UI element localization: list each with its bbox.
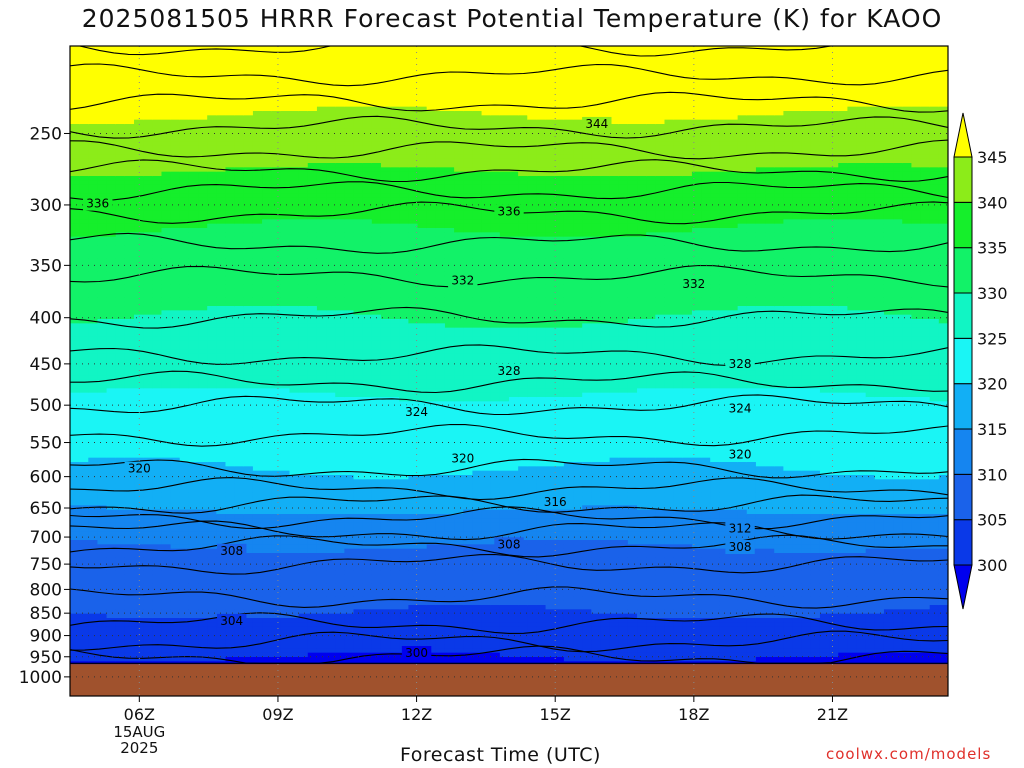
y-tick-label: 800: [30, 580, 62, 600]
y-tick-label: 900: [30, 627, 62, 647]
contour-label-13: 312: [729, 522, 752, 536]
contour-label-11: 320: [729, 447, 752, 461]
x-axis-label: Forecast Time (UTC): [400, 744, 601, 766]
contour-label-4: 332: [682, 277, 705, 291]
colorbar: 300 305 310 315 320 325 330 335 340 345: [953, 112, 1008, 610]
contour-label-bg: [725, 447, 755, 462]
contour-label-0: 344: [585, 117, 608, 131]
y-tick-label: 300: [30, 196, 62, 216]
contour-label-bg: [725, 540, 755, 555]
colorbar-tick-label: 325: [977, 329, 1008, 348]
colorbar-bin: [953, 337, 973, 385]
colorbar-bin: [953, 428, 973, 475]
colorbar-tick-label: 320: [977, 375, 1008, 394]
y-axis: 250 300 350 400 450 500 550 600 650 700 750 800 850 9…: [19, 124, 70, 688]
contour-label-bg: [540, 494, 570, 509]
contour-label-bg: [494, 204, 524, 219]
y-tick-label: 350: [30, 256, 62, 276]
contour-label-bg: [494, 537, 524, 552]
contour-label-bg: [494, 363, 524, 378]
y-tick-label: 750: [30, 555, 62, 575]
contour-label-2: 336: [498, 204, 521, 218]
contour-label-bg: [124, 461, 155, 476]
contour-label-bg: [217, 613, 247, 628]
x-tick-label: 12Z: [401, 705, 432, 724]
plot-frame: [69, 45, 949, 697]
y-tick-label: 250: [30, 124, 62, 144]
contour-label-bg: [725, 401, 755, 416]
contour-label-12: 316: [544, 495, 567, 509]
colorbar-tick-label: 315: [977, 420, 1008, 439]
contour-label-15: 308: [498, 537, 521, 551]
contour-labels: 344 336 336 332 332 328 328 324 324 320 320 320 316 3…: [83, 116, 755, 661]
y-tick-label: 600: [30, 468, 62, 488]
x-tick-label: 18Z: [678, 705, 709, 724]
colorbar-tick-label: 335: [977, 239, 1008, 258]
contour-label-bg: [582, 116, 612, 131]
y-tick-label: 650: [30, 499, 62, 519]
x-date-label: 2025: [120, 739, 158, 757]
colorbar-bin: [953, 201, 973, 249]
contour-label-16: 308: [729, 540, 752, 554]
contour-label-1: 336: [86, 197, 109, 211]
contour-label-9: 320: [128, 462, 151, 476]
contour-label-5: 328: [498, 364, 521, 378]
colorbar-bin: [953, 383, 973, 430]
y-tick-label: 500: [30, 396, 62, 416]
colorbar-bin: [953, 247, 973, 294]
contour-label-7: 324: [405, 405, 428, 419]
contour-label-6: 328: [729, 357, 752, 371]
contour-label-3: 332: [451, 274, 474, 288]
contour-label-10: 320: [451, 452, 474, 466]
isentrope-contours: [70, 46, 948, 664]
contour-label-8: 324: [729, 401, 752, 415]
y-tick-label: 450: [30, 355, 62, 375]
colorbar-tick-label: 345: [977, 148, 1008, 167]
chart-title: 2025081505 HRRR Forecast Potential Tempe…: [81, 4, 943, 33]
contour-label-bg: [679, 276, 709, 291]
colorbar-tick-label: 300: [977, 556, 1008, 575]
x-date-label: 15AUG: [113, 723, 165, 741]
contour-label-bg: [448, 273, 478, 288]
terrain-layer: [70, 664, 948, 696]
y-tick-label: 700: [30, 528, 62, 548]
contour-label-bg: [725, 356, 755, 371]
contour-label-bg: [217, 543, 247, 558]
y-tick-label: 1000: [19, 668, 62, 688]
colorbar-bin: [953, 473, 973, 521]
contour-label-bg: [401, 405, 432, 420]
colorbar-over-arrow: [953, 112, 973, 158]
site-credit[interactable]: coolwx.com/models: [826, 745, 992, 763]
contour-label-17: 304: [220, 614, 243, 628]
contour-label-bg: [725, 521, 755, 536]
colorbar-tick-label: 340: [977, 193, 1008, 212]
colorbar-tick-label: 330: [977, 284, 1008, 303]
contour-label-18: 300: [405, 646, 428, 660]
y-tick-label: 850: [30, 604, 62, 624]
y-tick-label: 550: [30, 434, 62, 454]
x-tick-label: 21Z: [817, 705, 848, 724]
contour-label-14: 308: [220, 544, 243, 558]
contour-label-bg: [448, 451, 478, 466]
colorbar-bin: [953, 292, 973, 339]
colorbar-bin: [953, 156, 973, 203]
colorbar-tick-label: 305: [977, 511, 1008, 530]
colorbar-tick-label: 310: [977, 465, 1008, 484]
x-tick-label: 15Z: [540, 705, 571, 724]
colorbar-bin: [953, 519, 973, 566]
colorbar-under-arrow: [953, 564, 973, 610]
contour-label-bg: [401, 646, 432, 661]
contour-label-bg: [83, 196, 113, 211]
y-tick-label: 950: [30, 648, 62, 668]
x-tick-label: 06Z: [124, 705, 155, 724]
y-tick-label: 400: [30, 309, 62, 329]
x-tick-label: 09Z: [262, 705, 293, 724]
